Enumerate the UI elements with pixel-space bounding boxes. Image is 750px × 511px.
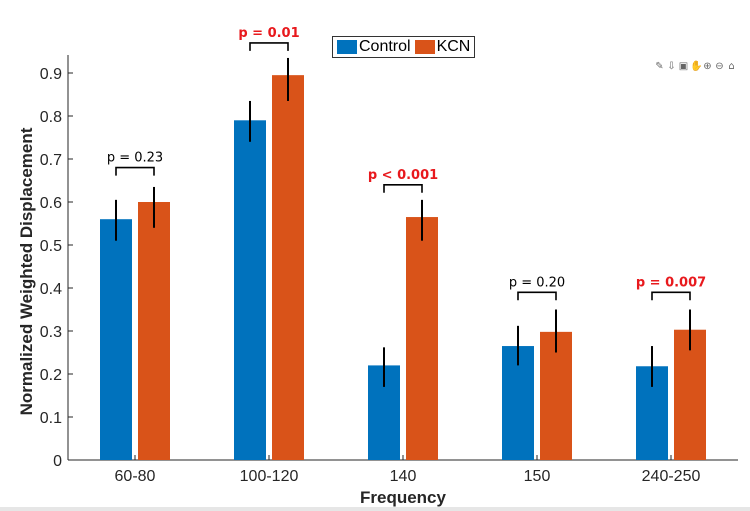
legend-label-control: Control	[359, 38, 411, 55]
y-tick-label: 0.7	[40, 152, 62, 169]
pan-icon[interactable]: ✋	[690, 61, 703, 72]
export-icon[interactable]: ⇩	[667, 61, 676, 72]
y-tick-label: 0.4	[40, 281, 62, 298]
home-icon[interactable]: ⌂	[728, 61, 735, 72]
y-tick-label: 0.1	[40, 410, 62, 427]
significance-bracket	[249, 42, 289, 51]
significance-bracket	[383, 184, 423, 193]
p-value-label: p = 0.007	[636, 275, 706, 290]
bar-control-60-80	[100, 219, 132, 460]
zoom-in-icon[interactable]: ⊕	[703, 61, 712, 72]
y-tick-label: 0.3	[40, 324, 62, 341]
legend: Control KCN	[332, 36, 476, 58]
significance-bracket	[115, 166, 155, 176]
legend-swatch-kcn	[414, 40, 435, 54]
zoom-out-icon[interactable]: ⊖	[715, 61, 724, 72]
y-tick-label: 0.9	[40, 66, 62, 83]
y-tick-label: 0	[53, 453, 62, 470]
legend-label-kcn: KCN	[436, 38, 471, 55]
bar-kcn-100-120	[272, 75, 304, 461]
y-tick-label: 0.8	[40, 109, 62, 126]
p-value-label: p = 0.20	[509, 275, 565, 290]
bar-control-100-120	[234, 120, 266, 461]
bar-kcn-140	[406, 217, 438, 460]
significance-bracket	[651, 291, 691, 301]
p-value-label: p < 0.001	[368, 168, 438, 183]
y-axis-label: Normalized Weighted Displacement	[17, 127, 36, 415]
y-tick-label: 0.2	[40, 367, 62, 384]
y-tick-label: 0.5	[40, 238, 62, 255]
legend-item-control: Control	[337, 38, 411, 56]
window-bottom-edge	[0, 507, 750, 511]
x-tick-label: 60-80	[115, 468, 156, 485]
x-tick-label: 100-120	[240, 468, 299, 485]
x-tick-label: 150	[524, 468, 551, 485]
p-value-label: p = 0.01	[238, 26, 299, 41]
data-tips-icon[interactable]: ▣	[678, 61, 689, 72]
x-axis-label: Frequency	[360, 488, 447, 507]
bar-kcn-150	[540, 331, 572, 460]
brush-icon[interactable]: ✎	[655, 61, 664, 72]
x-tick-label: 140	[390, 468, 417, 485]
legend-swatch-control	[337, 40, 357, 54]
significance-bracket	[517, 291, 557, 301]
bar-kcn-60-80	[138, 202, 170, 460]
x-tick-label: 240-250	[642, 468, 701, 485]
legend-item-kcn: KCN	[414, 38, 471, 56]
axes-toolbar: ✎ ⇩ ▣ ✋ ⊕ ⊖ ⌂	[654, 61, 737, 73]
bar-kcn-240-250	[674, 329, 706, 460]
p-value-label: p = 0.23	[107, 151, 163, 166]
y-tick-label: 0.6	[40, 195, 62, 212]
